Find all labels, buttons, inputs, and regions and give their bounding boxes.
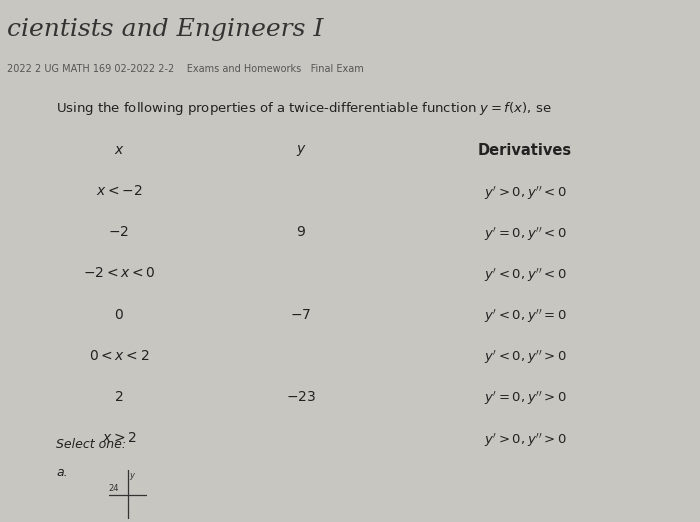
Text: Using the following properties of a twice-differentiable function $y = f(x)$, se: Using the following properties of a twic…	[56, 100, 552, 116]
Text: $2$: $2$	[114, 390, 124, 404]
Text: $y' = 0, y'' > 0$: $y' = 0, y'' > 0$	[484, 390, 566, 407]
Text: $-23$: $-23$	[286, 390, 316, 404]
Text: $0$: $0$	[114, 307, 124, 322]
Text: a.: a.	[56, 466, 68, 479]
Text: $0 < x < 2$: $0 < x < 2$	[89, 349, 149, 363]
Text: $x$: $x$	[113, 143, 125, 157]
Text: Select one:: Select one:	[56, 437, 126, 450]
Text: $y' > 0, y'' > 0$: $y' > 0, y'' > 0$	[484, 431, 566, 448]
Text: $x > 2$: $x > 2$	[102, 431, 136, 445]
Text: cientists and Engineers I: cientists and Engineers I	[7, 18, 323, 41]
Text: $y' = 0, y'' < 0$: $y' = 0, y'' < 0$	[484, 225, 566, 243]
Text: 2022 2 UG MATH 169 02-2022 2-2    Exams and Homeworks   Final Exam: 2022 2 UG MATH 169 02-2022 2-2 Exams and…	[7, 64, 364, 74]
Text: $y' < 0, y'' = 0$: $y' < 0, y'' = 0$	[484, 307, 566, 325]
Text: $y$: $y$	[295, 143, 307, 158]
Text: $9$: $9$	[296, 225, 306, 239]
Text: $y' < 0, y'' > 0$: $y' < 0, y'' > 0$	[484, 349, 566, 366]
Text: 24: 24	[108, 483, 119, 493]
Text: $-7$: $-7$	[290, 307, 312, 322]
Text: y: y	[130, 471, 134, 480]
Text: Derivatives: Derivatives	[478, 143, 572, 158]
Text: $y' < 0, y'' < 0$: $y' < 0, y'' < 0$	[484, 266, 566, 284]
Text: $-2 < x < 0$: $-2 < x < 0$	[83, 266, 155, 280]
Text: $x < -2$: $x < -2$	[96, 184, 142, 198]
Text: $-2$: $-2$	[108, 225, 130, 239]
Text: $y' > 0, y'' < 0$: $y' > 0, y'' < 0$	[484, 184, 566, 201]
